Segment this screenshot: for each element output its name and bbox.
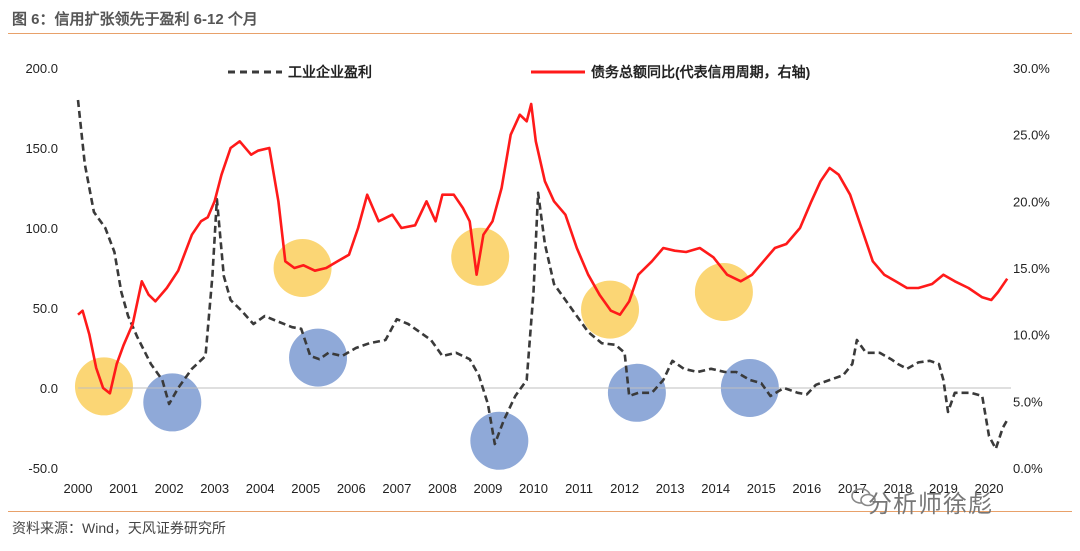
series-layer	[76, 99, 1009, 451]
right-tick-label: 30.0%	[1013, 61, 1050, 76]
right-tick-label: 0.0%	[1013, 461, 1043, 476]
x-tick-label: 2013	[656, 481, 685, 496]
x-tick-label: 2008	[428, 481, 457, 496]
x-tick-label: 2009	[473, 481, 502, 496]
x-tick-label: 2003	[200, 481, 229, 496]
source-note: 资料来源：Wind，天风证券研究所	[12, 520, 226, 536]
legend: 工业企业盈利 债务总额同比(代表信用周期，右轴)	[228, 64, 810, 80]
right-tick-label: 5.0%	[1013, 394, 1043, 409]
wechat-icon	[851, 488, 876, 507]
left-axis-ticks: 200.0 150.0 100.0 50.0 0.0 -50.0	[25, 61, 58, 476]
x-tick-label: 2014	[701, 481, 730, 496]
yellow-highlight-circle	[74, 357, 133, 416]
left-tick-label: 100.0	[25, 221, 58, 236]
left-tick-label: -50.0	[28, 461, 58, 476]
credit-series-line	[77, 102, 1009, 395]
x-tick-label: 2015	[747, 481, 776, 496]
left-tick-label: 0.0	[40, 381, 58, 396]
x-tick-label: 2016	[792, 481, 821, 496]
bottom-divider	[8, 511, 1072, 512]
x-tick-label: 2019	[929, 481, 958, 496]
figure-title: 图 6：信用扩张领先于盈利 6-12 个月	[12, 11, 258, 28]
watermark: 分析师徐彪	[868, 490, 993, 518]
x-tick-label: 2005	[291, 481, 320, 496]
right-tick-label: 15.0%	[1013, 261, 1050, 276]
right-tick-label: 20.0%	[1013, 194, 1050, 209]
yellow-highlight-circle	[273, 239, 332, 297]
x-axis-ticks: 2000 2001 2002 2003 2004 2005 2006 2007 2008 2009…	[64, 481, 1004, 496]
x-tick-label: 2020	[975, 481, 1004, 496]
right-tick-label: 10.0%	[1013, 328, 1050, 343]
blue-highlight-circle	[143, 373, 202, 432]
x-tick-label: 2011	[565, 481, 593, 496]
x-tick-label: 2018	[883, 481, 912, 496]
profit-series-line	[76, 99, 1009, 451]
line-chart: 200.0 150.0 100.0 50.0 0.0 -50.0 30.0% 25.0% 20…	[25, 61, 1050, 496]
left-tick-label: 200.0	[25, 61, 58, 76]
right-axis-ticks: 30.0% 25.0% 20.0% 15.0% 10.0% 5.0% 0.0%	[1013, 61, 1050, 476]
x-tick-label: 2007	[382, 481, 411, 496]
x-tick-label: 2006	[337, 481, 366, 496]
top-divider	[8, 33, 1072, 34]
blue-highlight-circle	[470, 411, 529, 470]
x-tick-label: 2004	[246, 481, 275, 496]
left-tick-label: 150.0	[25, 141, 58, 156]
yellow-highlight-circle	[694, 263, 753, 321]
x-tick-label: 2017	[838, 481, 867, 496]
legend-label-profit: 工业企业盈利	[288, 64, 372, 80]
right-tick-label: 25.0%	[1013, 128, 1050, 143]
x-tick-label: 2012	[610, 481, 639, 496]
x-tick-label: 2010	[519, 481, 548, 496]
x-tick-label: 2002	[155, 481, 184, 496]
left-tick-label: 50.0	[33, 301, 58, 316]
x-tick-label: 2000	[64, 481, 93, 496]
legend-label-credit: 债务总额同比(代表信用周期，右轴)	[591, 64, 810, 80]
x-tick-label: 2001	[109, 481, 138, 496]
